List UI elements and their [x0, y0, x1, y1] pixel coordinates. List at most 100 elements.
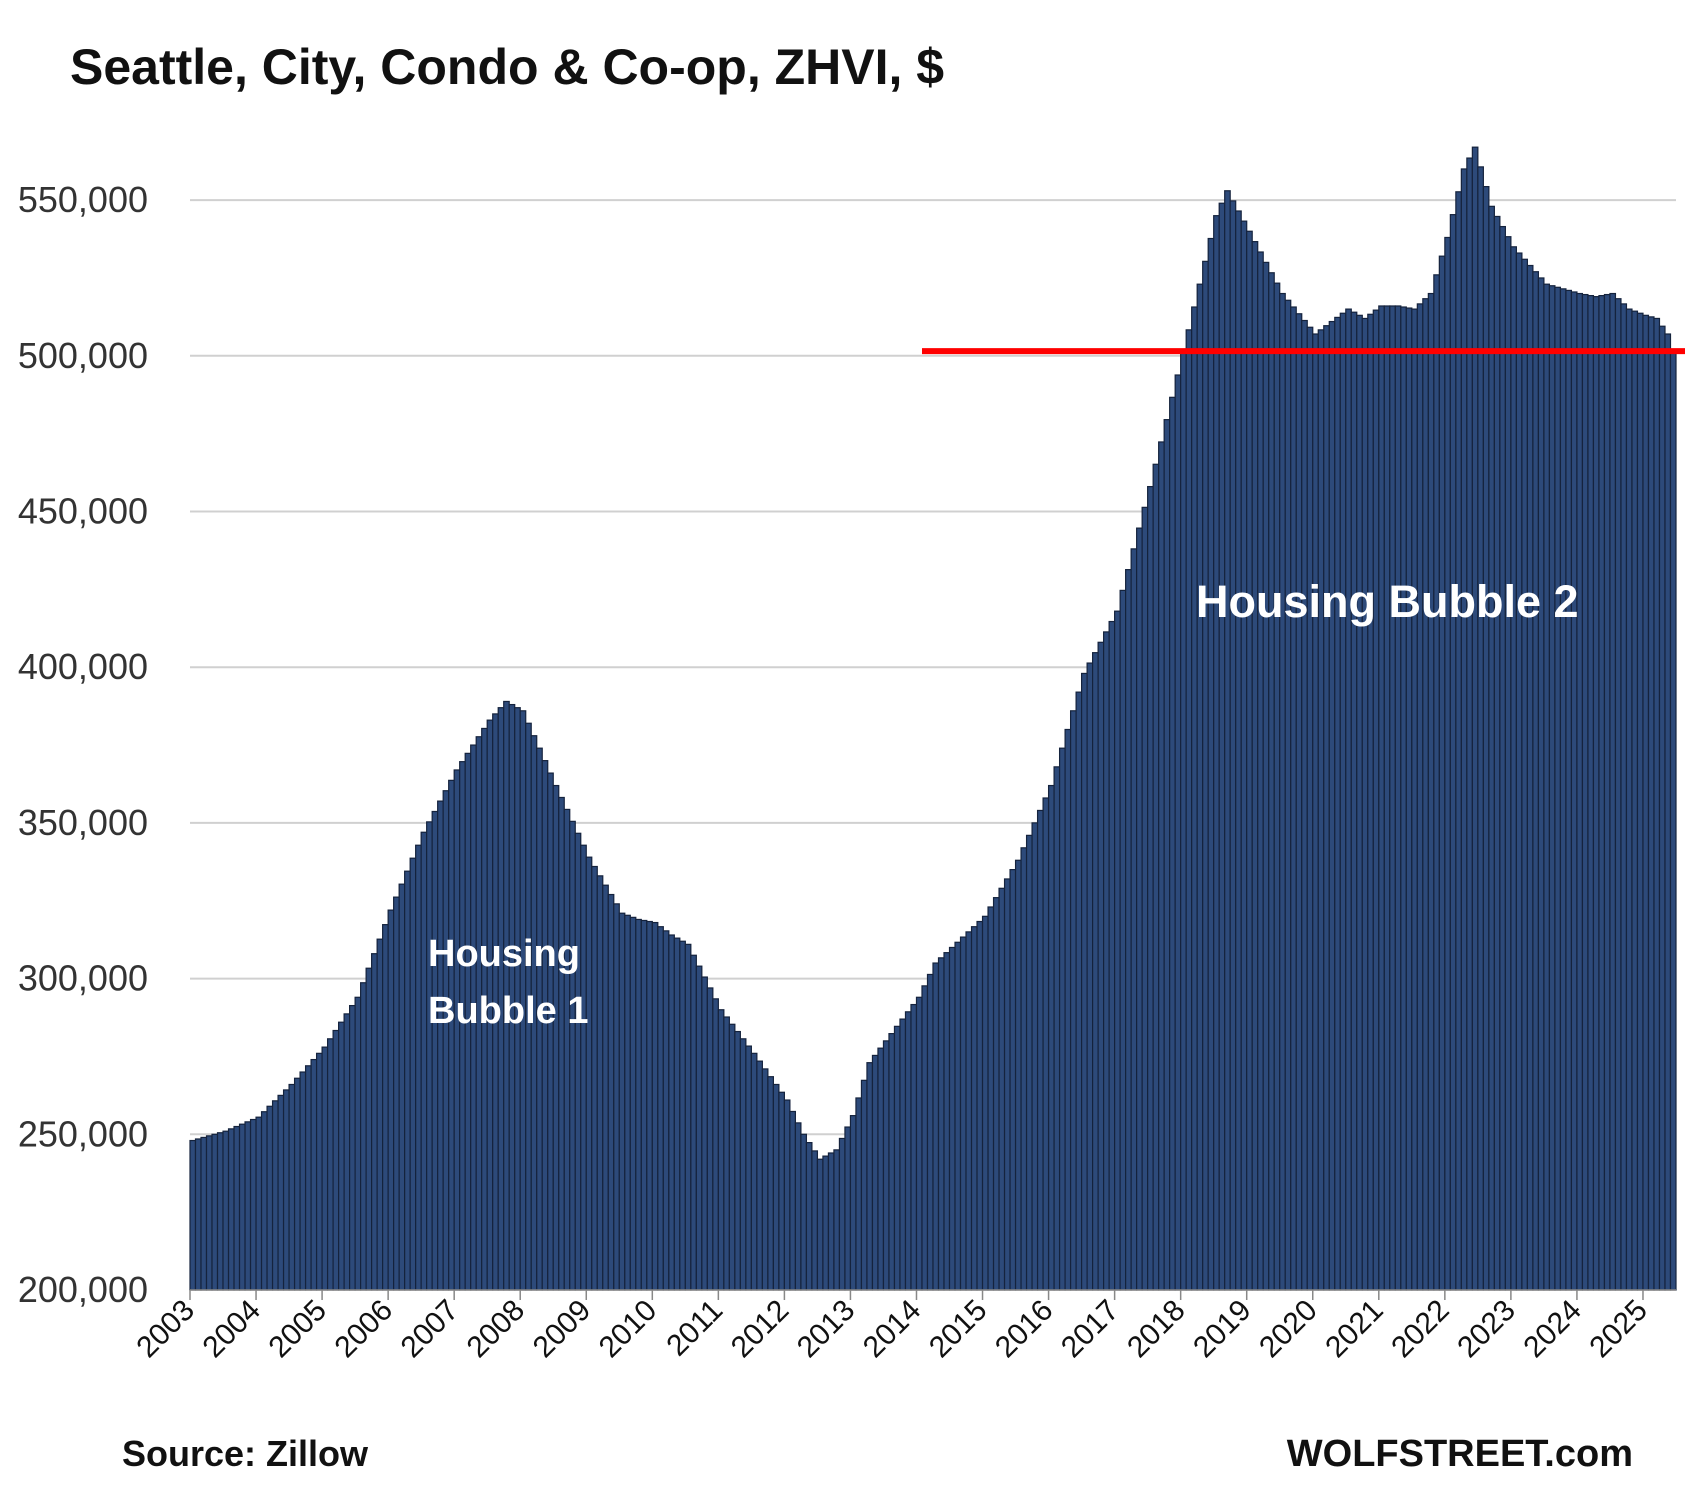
bar — [277, 1094, 285, 1291]
x-tick-label: 2022 — [1385, 1294, 1456, 1365]
bar — [1317, 329, 1325, 1291]
bar — [1493, 215, 1501, 1291]
bar — [1053, 766, 1061, 1291]
bar — [965, 931, 973, 1291]
bar — [1367, 313, 1374, 1291]
bar — [1257, 251, 1264, 1291]
bar — [646, 920, 653, 1291]
x-tick-label: 2025 — [1583, 1294, 1654, 1365]
bar — [684, 943, 692, 1291]
bar — [959, 936, 967, 1291]
bar — [1581, 293, 1589, 1291]
bar — [1295, 313, 1303, 1291]
bar — [227, 1128, 235, 1291]
x-tick-label: 2010 — [593, 1294, 664, 1365]
bar — [1003, 878, 1011, 1291]
bar — [558, 796, 565, 1291]
bar — [1262, 261, 1270, 1291]
y-tick-label: 500,000 — [18, 335, 148, 376]
bar — [772, 1083, 780, 1291]
bar — [271, 1100, 279, 1291]
bar — [1086, 662, 1094, 1291]
bar — [822, 1155, 830, 1291]
bar — [1504, 236, 1512, 1291]
x-tick-label: 2024 — [1517, 1294, 1588, 1365]
bar — [1080, 672, 1088, 1291]
bar — [761, 1068, 769, 1291]
x-axis-ticks: 2003200420052006200720082009201020112012… — [130, 1290, 1654, 1364]
annotation-housing-bubble-1: Housing — [428, 933, 580, 975]
bar — [1306, 326, 1314, 1291]
bar — [1466, 157, 1473, 1291]
bar — [1064, 728, 1072, 1291]
bar — [299, 1071, 307, 1291]
bar — [1158, 441, 1165, 1291]
bar — [651, 921, 659, 1291]
bar — [442, 790, 450, 1291]
bar — [1042, 797, 1050, 1291]
bar — [1631, 310, 1639, 1291]
bar — [607, 893, 615, 1291]
bar — [904, 1011, 912, 1291]
bar — [1147, 485, 1154, 1291]
bar — [932, 962, 940, 1291]
bar — [1031, 822, 1039, 1291]
bar — [216, 1132, 224, 1291]
bar — [1570, 291, 1578, 1291]
bar — [1114, 610, 1121, 1291]
bar — [915, 996, 923, 1291]
bar — [1526, 264, 1534, 1291]
y-tick-label: 450,000 — [18, 491, 148, 532]
bar — [800, 1133, 808, 1291]
bar — [415, 844, 422, 1291]
bar — [580, 844, 587, 1291]
bar — [596, 875, 604, 1291]
y-tick-label: 200,000 — [18, 1269, 148, 1310]
bar — [629, 916, 637, 1291]
bar — [349, 1004, 356, 1291]
bar — [1603, 293, 1611, 1291]
bar — [1345, 308, 1352, 1291]
bar — [338, 1021, 345, 1291]
bar — [1191, 306, 1198, 1291]
bar — [574, 832, 582, 1291]
bar — [1036, 809, 1044, 1291]
bar — [354, 996, 362, 1291]
bar — [1658, 325, 1666, 1291]
bar — [992, 897, 1000, 1291]
bar — [1202, 260, 1209, 1291]
bar — [1411, 308, 1418, 1291]
bar — [420, 831, 428, 1291]
bar — [371, 953, 378, 1291]
bar — [233, 1125, 241, 1291]
bar — [1510, 246, 1517, 1291]
chart-title: Seattle, City, Condo & Co-op, ZHVI, $ — [70, 39, 945, 95]
bar — [987, 906, 995, 1291]
x-tick-label: 2009 — [527, 1294, 598, 1365]
bar — [734, 1030, 741, 1291]
bar — [1488, 205, 1495, 1291]
annotation-housing-bubble-2: Housing Bubble 2 — [1196, 576, 1579, 627]
bar — [1350, 311, 1358, 1291]
x-tick-label: 2017 — [1055, 1294, 1126, 1365]
bar — [1125, 569, 1132, 1291]
bar — [943, 952, 951, 1291]
bar — [937, 957, 945, 1291]
bar — [739, 1038, 747, 1291]
x-tick-label: 2018 — [1121, 1294, 1192, 1365]
brand-label: WOLFSTREET.com — [1286, 1433, 1633, 1475]
bar — [1383, 305, 1391, 1291]
bar — [1543, 283, 1551, 1291]
bar — [954, 941, 962, 1291]
bar — [1075, 691, 1083, 1291]
x-tick-label: 2012 — [725, 1294, 796, 1365]
bar — [376, 938, 384, 1291]
bar — [1025, 834, 1033, 1291]
bar — [1521, 258, 1528, 1291]
bar — [448, 779, 455, 1291]
bar — [343, 1013, 351, 1291]
bar — [706, 987, 714, 1291]
bar — [910, 1003, 918, 1291]
bar — [613, 903, 620, 1291]
bar — [321, 1046, 329, 1291]
